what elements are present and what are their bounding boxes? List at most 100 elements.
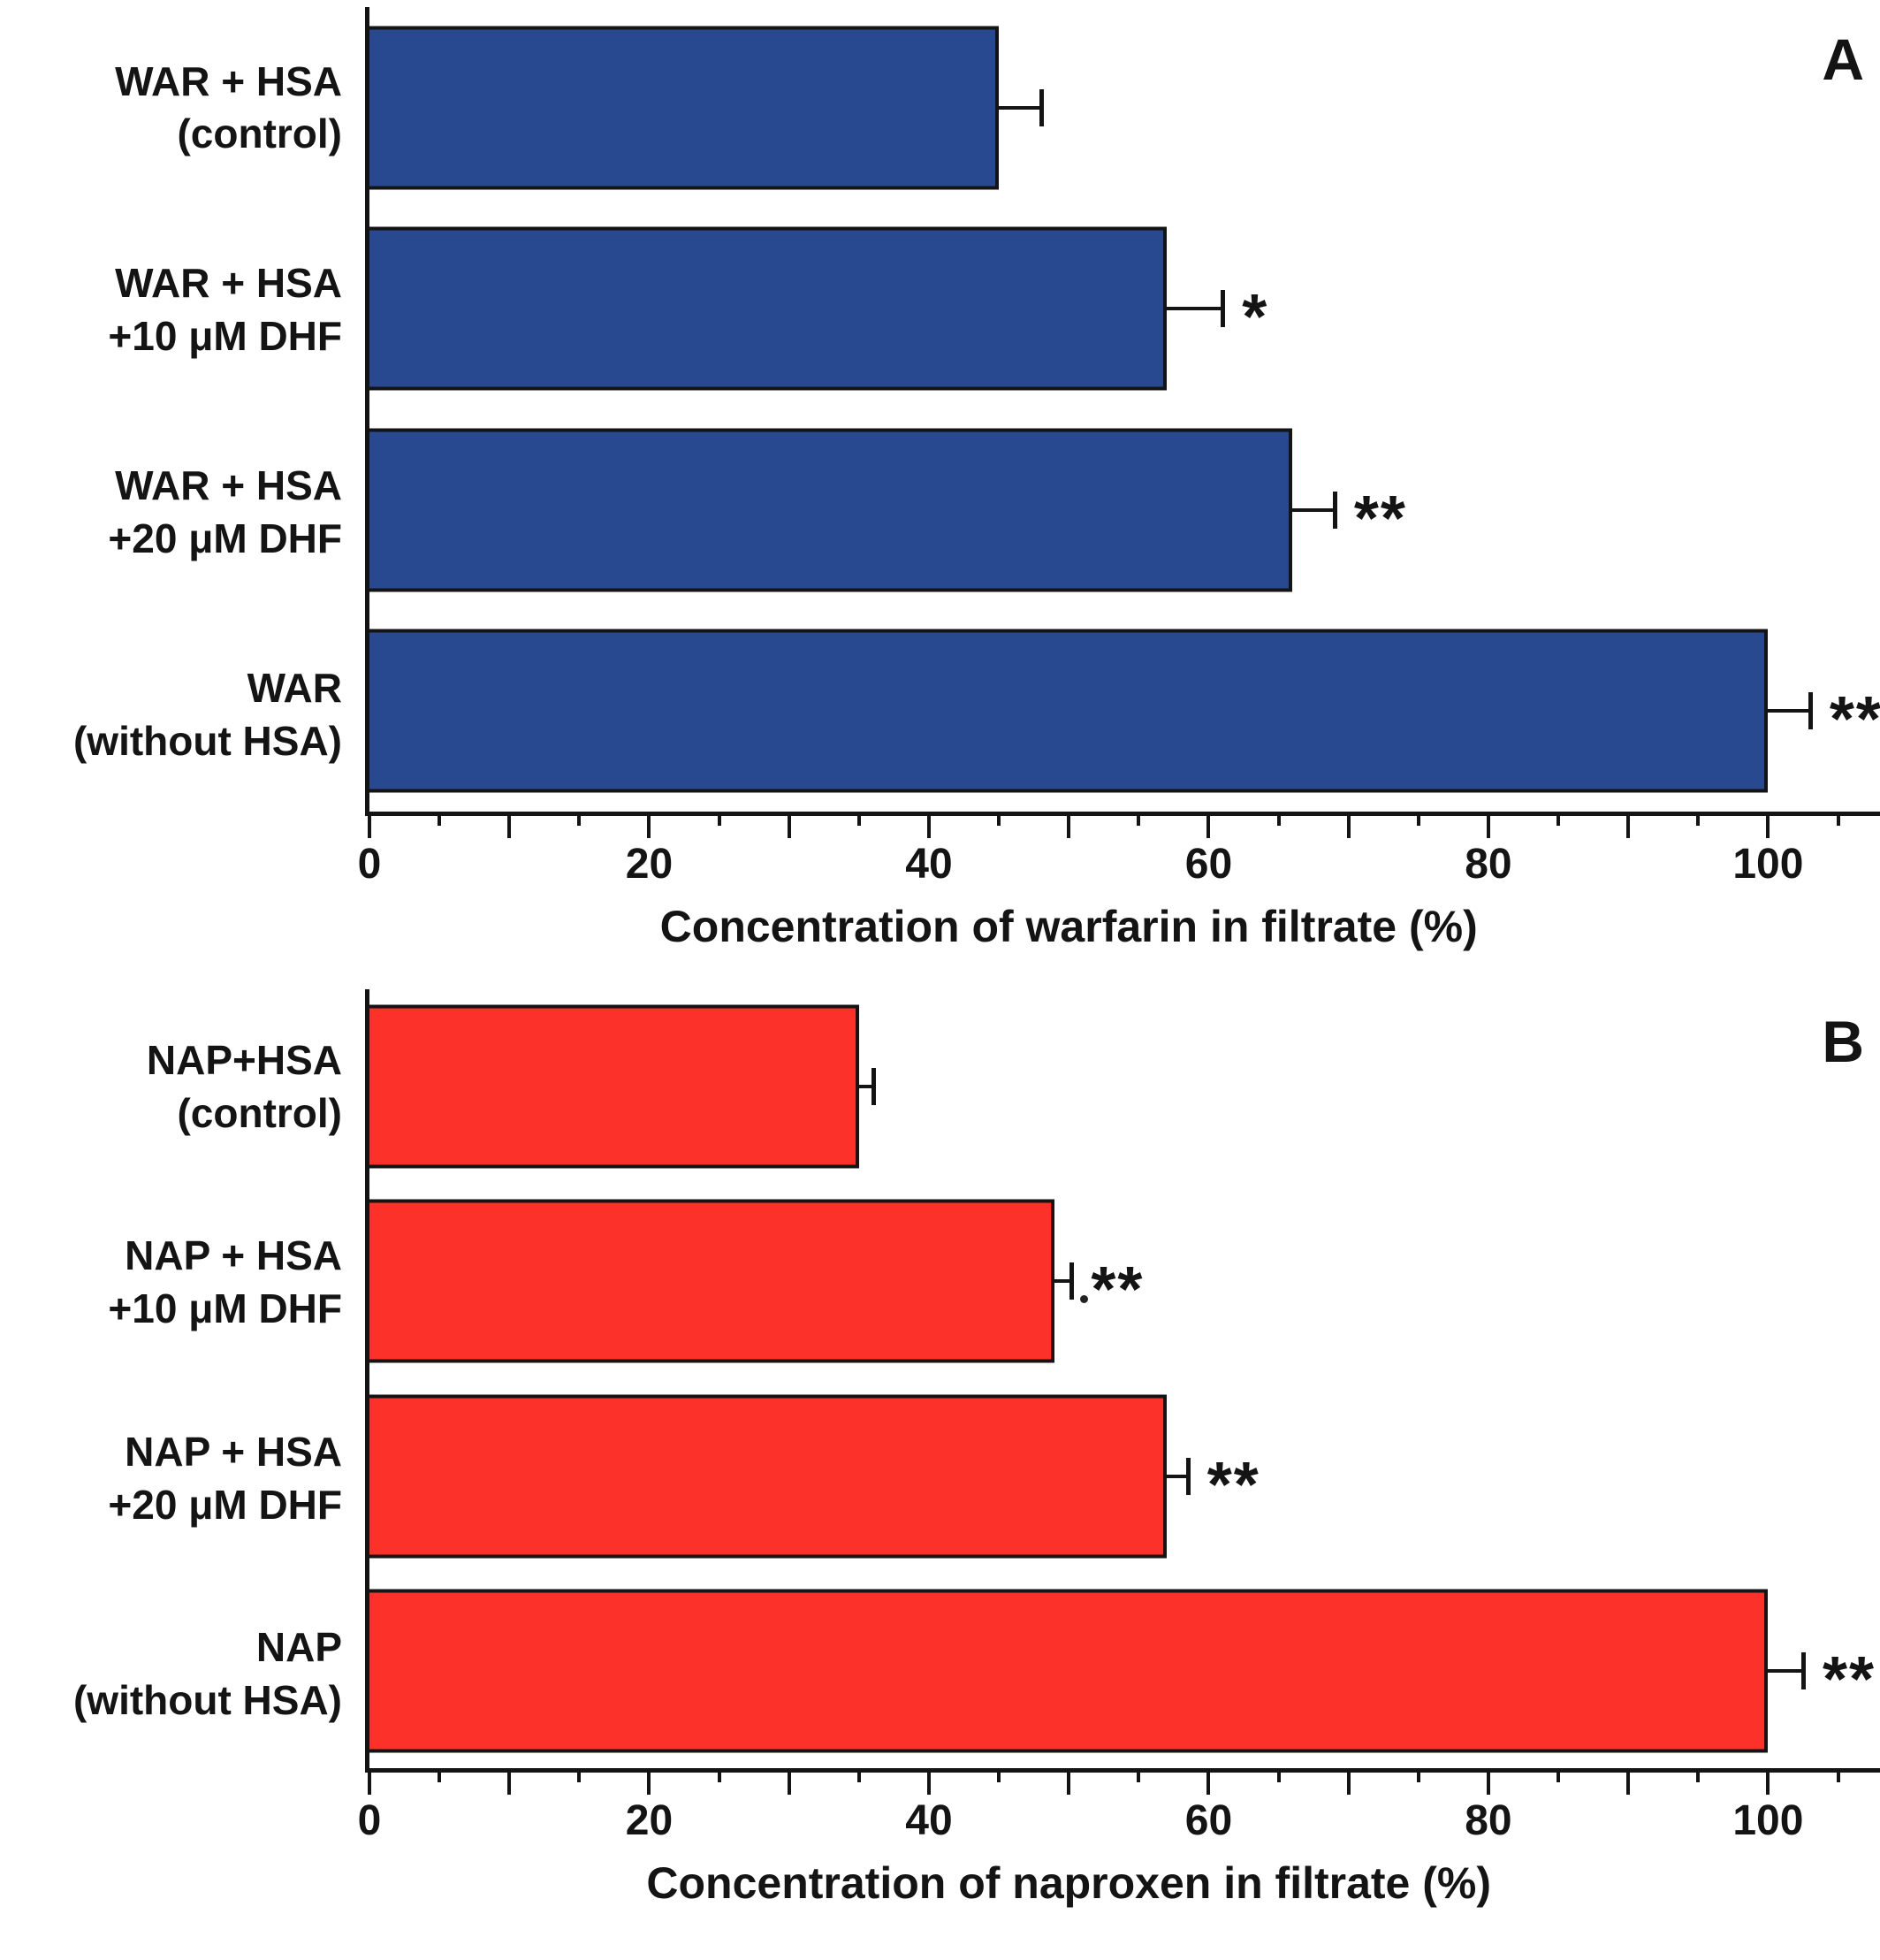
error-bar-line	[1768, 709, 1810, 713]
minor-tick	[1836, 812, 1840, 826]
major-tick	[926, 812, 931, 838]
category-label-line: NAP+HSA	[146, 1036, 342, 1083]
bar-rows: ** ** **	[369, 989, 1880, 1768]
major-tick	[368, 812, 371, 838]
error-bar-cap	[1221, 290, 1226, 328]
plot-area-A: * ** ** 0 20 40 60 80 100 Concentration of warfar…	[358, 7, 1880, 951]
major-tick	[1626, 1768, 1631, 1795]
category-label-line: (without HSA)	[72, 717, 342, 764]
bar-war-hsa-20-m-dhf	[369, 428, 1293, 592]
minor-tick	[1557, 812, 1561, 826]
category-label-line: (control)	[177, 111, 342, 157]
major-tick	[507, 812, 512, 838]
panel-A: WAR + HSA (control) WAR + HSA +10 μM DHF WAR…	[0, 7, 1880, 968]
major-tick	[1486, 1768, 1490, 1795]
x-tick-label: 60	[1184, 841, 1233, 888]
bar-row: **	[369, 409, 1880, 611]
category-label-line: +10 μM DHF	[108, 1285, 342, 1332]
panel-letter-A: A	[1822, 27, 1864, 92]
error-bar-line	[1292, 507, 1335, 512]
minor-tick	[438, 812, 442, 826]
category-label-line: NAP + HSA	[125, 1428, 342, 1475]
category-label-line: +10 μM DHF	[108, 313, 342, 360]
major-tick	[1206, 1768, 1211, 1795]
category-labels: WAR + HSA (control) WAR + HSA +10 μM DHF WAR…	[0, 7, 365, 816]
bar-row: *	[369, 209, 1880, 410]
category-label-line: +20 μM DHF	[108, 1481, 342, 1528]
error-bar-cap	[1069, 1262, 1075, 1300]
major-tick	[647, 1768, 651, 1795]
major-tick	[1206, 812, 1211, 838]
minor-tick	[438, 1768, 442, 1782]
significance-marker: **	[1206, 1449, 1260, 1521]
significance-marker: **	[1091, 1255, 1145, 1326]
category-label-line: (control)	[177, 1089, 342, 1136]
minor-tick	[1416, 812, 1420, 826]
plot-area-B: ** ** ** 0 20 40 60 80 100 Concentration of napro…	[358, 989, 1880, 1908]
x-tick-label: 80	[1465, 1797, 1512, 1844]
panel-B-chart-wrap: NAP+HSA (control) NAP + HSA +10 μM DHF NAP +…	[0, 989, 1880, 1908]
minor-tick	[997, 1768, 1001, 1782]
x-tick-label: 40	[905, 1797, 953, 1844]
major-tick	[368, 1768, 371, 1795]
minor-tick	[1696, 812, 1701, 826]
category-label-nap-hsa: NAP + HSA +20 μM DHF	[0, 1381, 365, 1577]
error-bar-cap	[871, 1068, 876, 1106]
minor-tick	[1416, 1768, 1420, 1782]
x-axis-title: Concentration of naproxen in filtrate (%…	[646, 1858, 1491, 1908]
x-tick-label: 60	[1184, 1797, 1233, 1844]
x-tick-label: 100	[1732, 841, 1804, 888]
x-tick-label: 100	[1732, 1797, 1804, 1844]
category-label-line: NAP	[255, 1624, 342, 1671]
major-tick	[787, 812, 791, 838]
category-labels: NAP+HSA (control) NAP + HSA +10 μM DHF NAP +…	[0, 989, 365, 1773]
category-label-nap: NAP (without HSA)	[0, 1577, 365, 1773]
significance-marker: *	[1242, 282, 1269, 354]
major-tick	[1346, 812, 1351, 838]
minor-tick	[1557, 1768, 1561, 1782]
x-tick-label: 20	[625, 841, 674, 888]
x-tick-label: 20	[625, 1797, 674, 1844]
category-label-line: WAR + HSA	[115, 260, 342, 307]
bar-nap-without-hsa	[369, 1589, 1769, 1753]
error-bar-line	[1768, 1668, 1803, 1673]
minor-tick	[717, 1768, 721, 1782]
major-tick	[787, 1768, 791, 1795]
minor-tick	[577, 1768, 582, 1782]
speck-artifact	[1080, 1295, 1089, 1304]
category-label-line: WAR	[247, 664, 342, 711]
significance-marker: **	[1822, 1644, 1876, 1715]
major-tick	[1486, 812, 1490, 838]
minor-tick	[1696, 1768, 1701, 1782]
x-axis-title: Concentration of warfarin in filtrate (%…	[659, 902, 1478, 951]
error-bar-line	[999, 105, 1041, 110]
category-label-war-hsa: WAR + HSA (control)	[0, 7, 365, 210]
error-bar-cap	[1808, 692, 1813, 730]
bar-row: **	[369, 1574, 1880, 1768]
major-tick	[1626, 812, 1631, 838]
major-tick	[1067, 1768, 1071, 1795]
minor-tick	[1137, 1768, 1141, 1782]
minor-tick	[717, 812, 721, 826]
bar-row	[369, 989, 1880, 1184]
error-bar-line	[1166, 307, 1223, 311]
bar-nap-hsa-10-m-dhf	[369, 1199, 1055, 1363]
bar-war-without-hsa	[369, 629, 1769, 793]
error-bar-cap	[1039, 88, 1044, 126]
category-label-nap-hsa: NAP+HSA (control)	[0, 989, 365, 1186]
x-tick-label: 0	[357, 1797, 382, 1844]
major-tick	[1067, 812, 1071, 838]
category-label-nap-hsa: NAP + HSA +10 μM DHF	[0, 1186, 365, 1382]
major-tick	[1766, 812, 1770, 838]
minor-tick	[997, 812, 1001, 826]
category-label-line: WAR + HSA	[115, 57, 342, 104]
major-tick	[507, 1768, 512, 1795]
major-tick	[1346, 1768, 1351, 1795]
category-label-line: (without HSA)	[72, 1677, 342, 1724]
error-bar-cap	[1185, 1457, 1191, 1495]
major-tick	[926, 1768, 931, 1795]
panel-letter-B: B	[1822, 1009, 1864, 1074]
significance-marker: **	[1829, 684, 1880, 756]
minor-tick	[856, 1768, 861, 1782]
